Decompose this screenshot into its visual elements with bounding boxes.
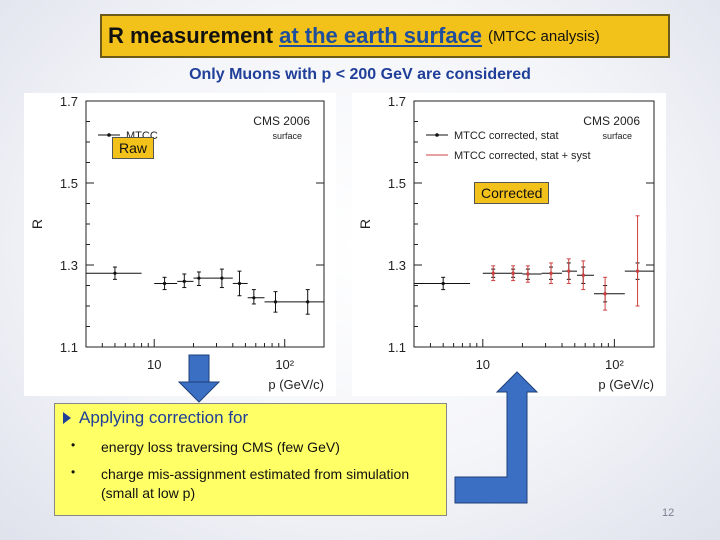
data-point <box>511 265 516 282</box>
data-marker <box>581 273 585 277</box>
corrected-chart-svg: 1.1 1.3 1.5 1.7 10 10² p (GeV/c) R CMS 2006 surfa… <box>357 94 655 392</box>
correction-heading-text: Applying correction for <box>79 408 249 427</box>
data-marker <box>162 281 167 286</box>
data-marker <box>273 300 278 304</box>
corrected-tag: Corrected <box>474 182 550 204</box>
data-point <box>295 289 324 315</box>
data-point <box>154 276 178 291</box>
x-tick-label: 10 <box>147 357 161 372</box>
data-marker <box>526 272 530 276</box>
data-point <box>577 266 595 284</box>
data-point <box>232 270 248 297</box>
data-marker <box>441 281 445 286</box>
data-point <box>603 276 608 311</box>
data-point <box>566 258 571 284</box>
data-marker <box>113 271 117 275</box>
data-marker <box>237 281 242 286</box>
y-axis-label: R <box>29 219 45 229</box>
y-tick-label: 1.1 <box>388 340 406 355</box>
corrected-chart: 1.1 1.3 1.5 1.7 10 10² p (GeV/c) R CMS 2006 surfa… <box>352 93 666 396</box>
x-tick-label: 10² <box>605 357 624 372</box>
chart-header-text: CMS 2006 <box>583 114 640 128</box>
y-tick-label: 1.3 <box>60 258 78 273</box>
data-point <box>491 265 496 282</box>
y-tick-label: 1.7 <box>388 94 406 109</box>
slide-title: R measurement at the earth surface (MTCC… <box>100 14 670 58</box>
title-highlight-link[interactable]: at the earth surface <box>279 23 483 48</box>
legend-marker <box>107 133 111 137</box>
bullet-dot-icon: • <box>71 438 76 452</box>
title-main: R measurement <box>108 23 274 48</box>
y-axis-label: R <box>357 219 373 229</box>
legend-label: MTCC corrected, stat <box>454 130 559 142</box>
y-tick-label: 1.5 <box>60 176 78 191</box>
x-axis-label: p (GeV/c) <box>598 377 654 392</box>
bullet-arrow-icon <box>63 412 71 424</box>
chart-header-text: CMS 2006 <box>253 114 310 128</box>
data-point <box>177 273 194 289</box>
bullet-dot-icon: • <box>71 465 76 479</box>
data-marker <box>220 276 224 280</box>
data-point <box>86 266 142 280</box>
data-point <box>581 260 586 291</box>
raw-chart-svg: 1.1 1.3 1.5 1.7 10 10² p (GeV/c) R CMS 2006 surfa… <box>29 94 325 392</box>
data-marker <box>549 271 553 275</box>
data-marker <box>197 276 201 280</box>
data-marker <box>182 279 186 283</box>
data-point <box>522 268 542 280</box>
data-marker <box>491 271 495 275</box>
x-tick-label: 10 <box>476 357 490 372</box>
y-tick-label: 1.7 <box>60 94 78 109</box>
data-marker <box>603 292 607 296</box>
list-item-text: energy loss traversing CMS (few GeV) <box>101 439 340 455</box>
chart-header-subtext: surface <box>272 131 302 141</box>
correction-heading: Applying correction for <box>63 408 248 428</box>
data-point <box>525 265 530 283</box>
x-tick-label: 10² <box>275 357 294 372</box>
y-tick-label: 1.3 <box>388 258 406 273</box>
data-point <box>549 262 554 284</box>
data-marker <box>511 271 515 275</box>
data-marker <box>252 296 256 300</box>
title-sub: (MTCC analysis) <box>488 27 600 45</box>
data-marker <box>567 269 571 273</box>
slide-subtitle: Only Muons with p < 200 GeV are consider… <box>189 66 531 83</box>
data-point <box>212 268 233 289</box>
legend-marker <box>435 133 439 137</box>
raw-tag: Raw <box>112 137 155 159</box>
legend-label: MTCC corrected, stat + syst <box>454 150 591 162</box>
correction-box: Applying correction for • energy loss tr… <box>54 403 447 516</box>
data-point <box>635 215 640 307</box>
data-point <box>247 289 265 305</box>
data-point <box>594 285 625 303</box>
page-number: 12 <box>662 507 675 519</box>
list-item-text: charge mis-assignment estimated from sim… <box>101 466 410 501</box>
data-point <box>193 271 213 286</box>
data-point <box>414 276 471 291</box>
y-tick-label: 1.5 <box>388 176 406 191</box>
y-tick-label: 1.1 <box>60 340 78 355</box>
x-axis-label: p (GeV/c) <box>268 377 324 392</box>
data-marker <box>635 269 640 273</box>
data-marker <box>306 300 310 304</box>
data-point <box>264 291 296 313</box>
chart-header-subtext: surface <box>602 131 632 141</box>
raw-chart: 1.1 1.3 1.5 1.7 10 10² p (GeV/c) R CMS 2006 surfa… <box>24 93 336 396</box>
